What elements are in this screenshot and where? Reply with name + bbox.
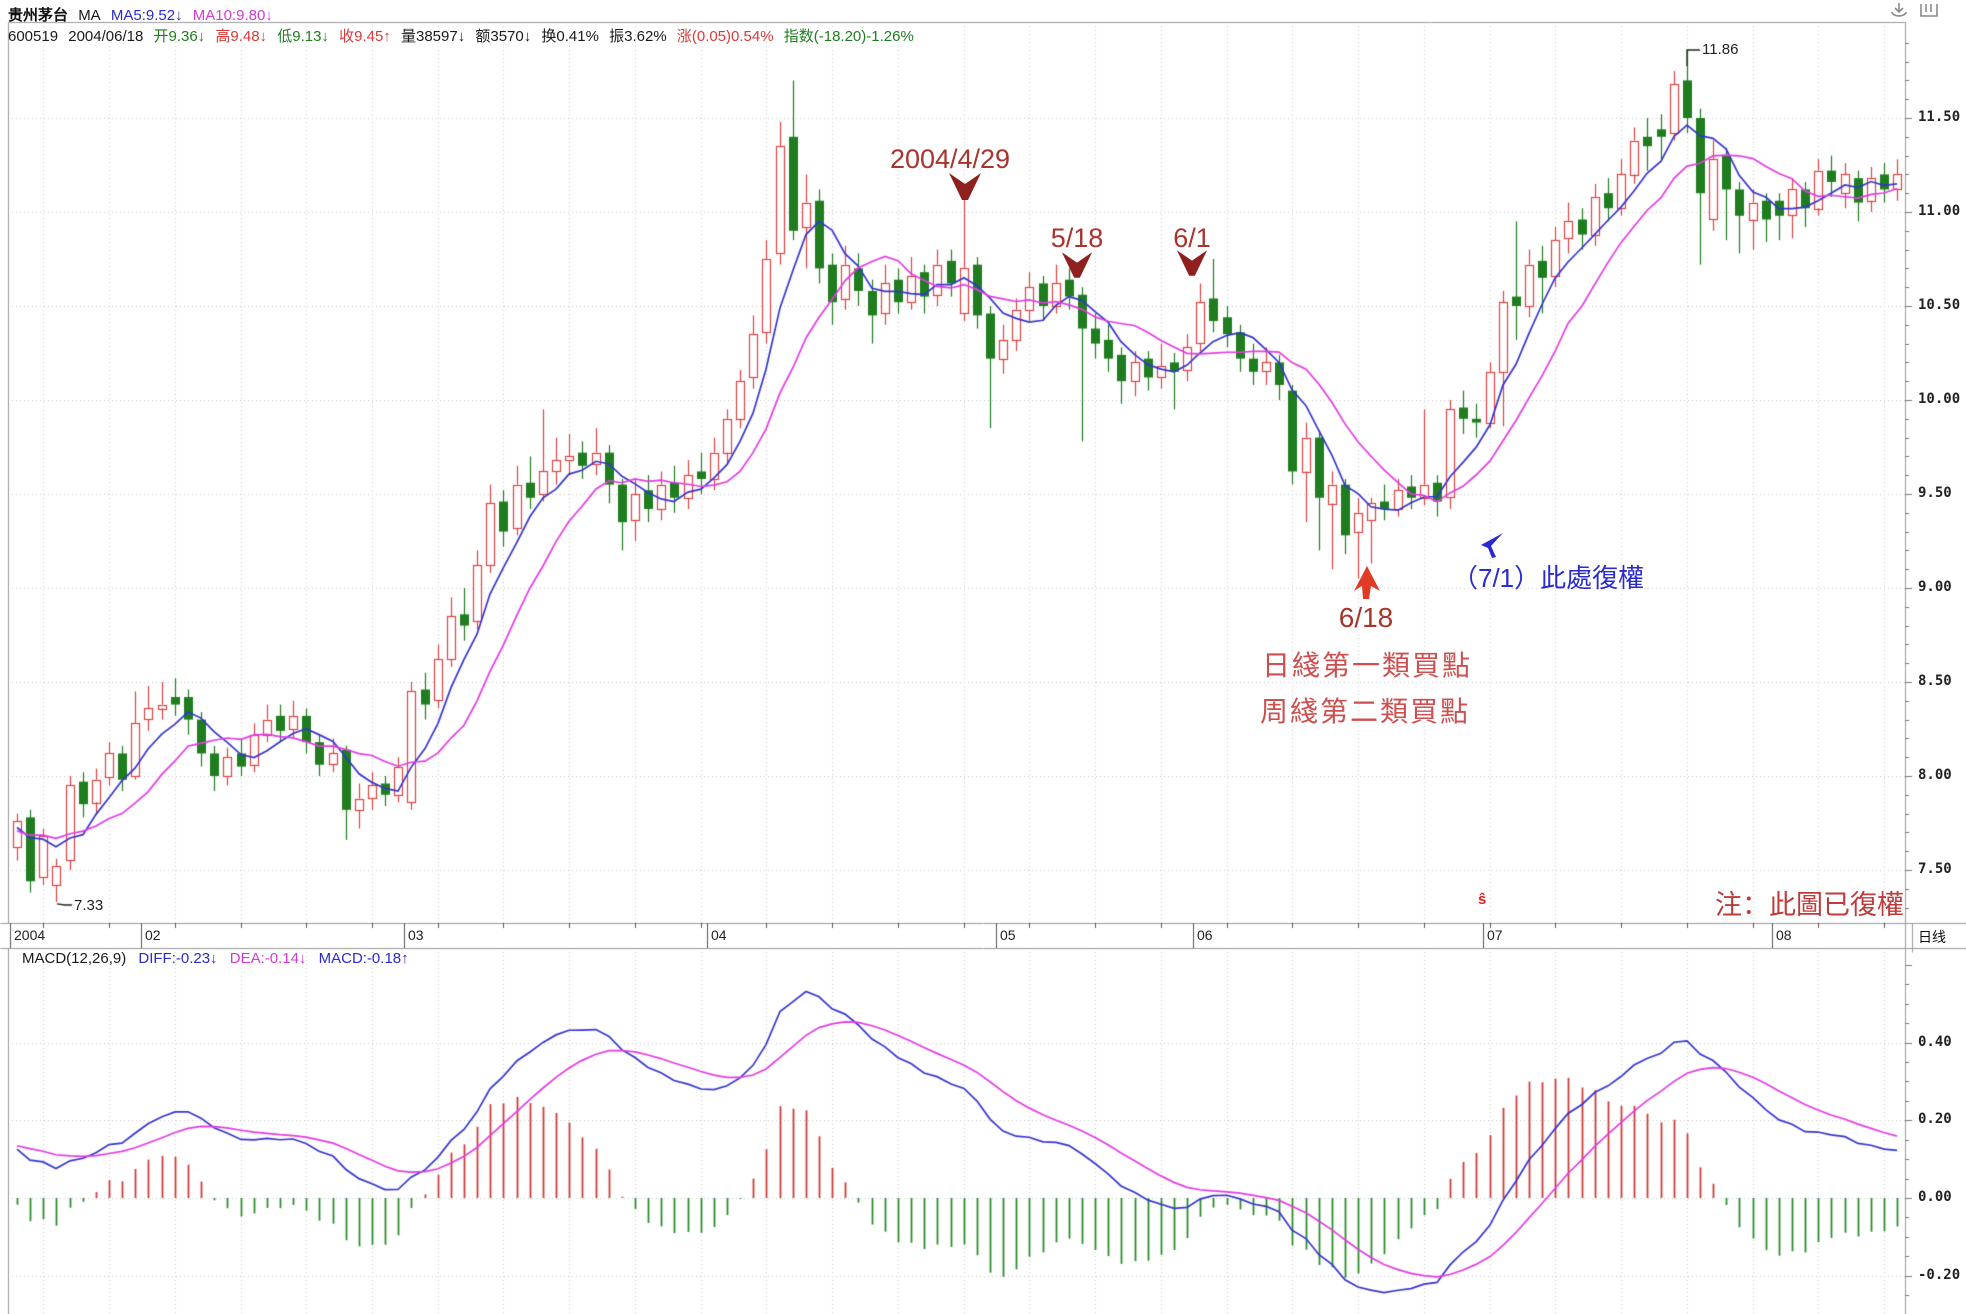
ma10-value: MA10:9.80↓ [192,7,273,24]
arrow-down-icon [949,173,981,200]
macd-header: MACD(12,26,9) DIFF:-0.23↓ DEA:-0.14↓ MAC… [22,950,417,967]
quote-header-line2: 600519 2004/06/18 开9.36↓ 高9.48↓ 低9.13↓ 收… [8,25,920,46]
anchor-icon[interactable] [1888,2,1910,20]
x-axis-label: 07 [1487,927,1503,943]
annotation-buy-point-1: 日綫第一類買點 [1262,650,1473,681]
x-axis-label: 03 [408,927,424,943]
y-axis-label: 8.50 [1918,673,1952,689]
arrow-up-icon [1354,566,1380,599]
y-axis-label: 9.00 [1918,579,1952,595]
x-axis-label: 04 [711,927,727,943]
x-axis-label: 08 [1776,927,1792,943]
arrow-down-icon [1061,252,1093,278]
high-price-label: 11.86 [1702,41,1739,58]
quote-header-line1: 贵州茅台 MA MA5:9.52↓ MA10:9.80↓ [8,4,279,25]
toolbar-icons [1888,2,1940,20]
high-value: 高9.48↓ [215,28,268,45]
diff-value: DIFF:-0.23↓ [138,950,218,967]
y-axis-label: 10.00 [1918,391,1961,407]
arrow-down-icon [1176,250,1208,276]
y-axis-label: 8.00 [1918,767,1952,783]
y-axis-label: 0.00 [1918,1189,1952,1205]
y-axis-label: 11.50 [1918,109,1961,125]
annotation-6-1: 6/1 [1173,223,1211,253]
annotation-adjusted-note: 注：此圖已復權 [1715,890,1904,920]
stock-name: 贵州茅台 [8,7,69,24]
x-axis-label: 06 [1197,927,1213,943]
annotation-7-1-adjust: （7/1）此處復權 [1452,563,1645,593]
low-price-label: 7.33 [74,897,104,914]
cursor-arrow-icon [1481,533,1503,558]
quote-date: 2004/06/18 [68,28,144,45]
dea-value: DEA:-0.14↓ [229,950,307,967]
annotation-5-18: 5/18 [1050,223,1104,253]
period-label[interactable]: 日线 [1918,929,1946,945]
change-value: 涨(0.05)0.54% [676,28,774,45]
annotation-6-18: 6/18 [1338,602,1394,633]
volume-value: 量38597↓ [400,28,466,45]
window-icon[interactable] [1918,2,1940,20]
x-axis-label: 02 [145,927,161,943]
turnover-value: 换0.41% [541,28,599,45]
low-value: 低9.13↓ [277,28,329,45]
y-axis-label: 0.20 [1918,1111,1952,1128]
annotation-buy-point-2: 周綫第二類買點 [1260,696,1471,727]
y-axis-label: 9.50 [1918,485,1952,501]
ma5-value: MA5:9.52↓ [110,7,183,24]
index-change-value: 指数(-18.20)-1.26% [783,28,914,45]
annotation-2004-4-29: 2004/4/29 [889,144,1011,174]
x-axis-label: 2004 [14,927,46,943]
close-value: 收9.45↑ [339,28,391,45]
macd-value: MACD:-0.18↑ [318,950,409,967]
y-axis-label: 7.50 [1918,861,1952,877]
open-value: 开9.36↓ [153,28,206,45]
y-axis-label: -0.20 [1918,1266,1961,1283]
macd-params-label: MACD(12,26,9) [22,950,127,967]
y-axis-label: 0.40 [1918,1033,1952,1050]
stock-code: 600519 [8,28,59,45]
ex-dividend-marker[interactable]: ŝ [1478,891,1487,908]
y-axis-label: 10.50 [1918,297,1961,313]
y-axis-label: 11.00 [1918,203,1961,219]
ma-group-label: MA [78,7,101,24]
amount-value: 额3570↓ [475,28,532,45]
amplitude-value: 振3.62% [609,28,667,45]
x-axis-label: 05 [1000,927,1016,943]
